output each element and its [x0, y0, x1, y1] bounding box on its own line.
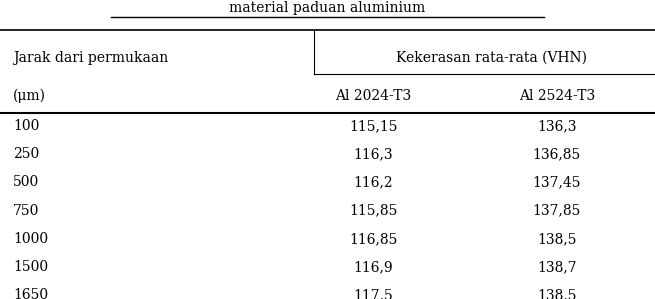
Text: Kekerasan rata-rata (VHN): Kekerasan rata-rata (VHN): [396, 51, 587, 65]
Text: 1000: 1000: [13, 232, 48, 246]
Text: 1500: 1500: [13, 260, 48, 274]
Text: 137,45: 137,45: [533, 175, 581, 189]
Text: 500: 500: [13, 175, 39, 189]
Text: 250: 250: [13, 147, 39, 161]
Text: 116,3: 116,3: [354, 147, 393, 161]
Text: 115,85: 115,85: [349, 204, 398, 218]
Text: 137,85: 137,85: [533, 204, 581, 218]
Text: 136,3: 136,3: [537, 119, 576, 133]
Text: 750: 750: [13, 204, 39, 218]
Text: 115,15: 115,15: [349, 119, 398, 133]
Text: 138,7: 138,7: [537, 260, 576, 274]
Text: 138,5: 138,5: [537, 288, 576, 299]
Text: Al 2524-T3: Al 2524-T3: [519, 89, 595, 103]
Text: 117,5: 117,5: [354, 288, 393, 299]
Text: 116,85: 116,85: [349, 232, 398, 246]
Text: (μm): (μm): [13, 89, 46, 103]
Text: 136,85: 136,85: [533, 147, 581, 161]
Text: Jarak dari permukaan: Jarak dari permukaan: [13, 51, 168, 65]
Text: 116,2: 116,2: [354, 175, 393, 189]
Text: 138,5: 138,5: [537, 232, 576, 246]
Text: Al 2024-T3: Al 2024-T3: [335, 89, 411, 103]
Text: 1650: 1650: [13, 288, 48, 299]
Text: material paduan aluminium: material paduan aluminium: [229, 1, 426, 15]
Text: 100: 100: [13, 119, 39, 133]
Text: 116,9: 116,9: [354, 260, 393, 274]
